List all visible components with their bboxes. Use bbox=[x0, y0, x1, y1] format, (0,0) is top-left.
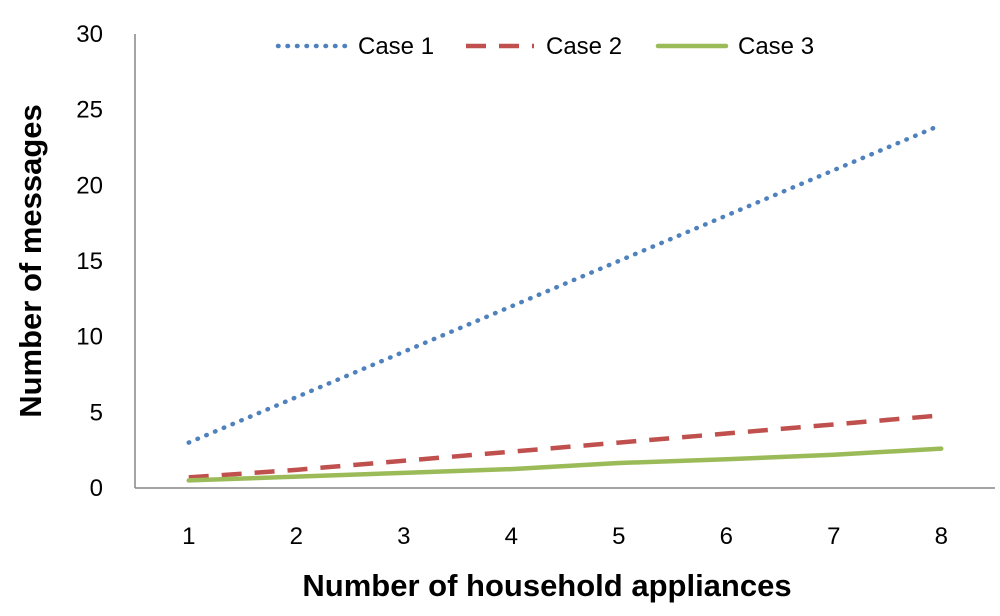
series-lines bbox=[186, 122, 944, 483]
y-tick-label: 10 bbox=[76, 324, 103, 351]
legend: Case 1 Case 2 Case 3 bbox=[275, 33, 814, 60]
y-tick-label: 15 bbox=[76, 248, 103, 275]
series-line-case-2 bbox=[188, 413, 942, 480]
y-tick-label: 25 bbox=[76, 97, 103, 124]
x-tick-label: 7 bbox=[827, 523, 840, 550]
legend-label-case-3: Case 3 bbox=[738, 33, 814, 60]
x-tick-label: 1 bbox=[182, 523, 195, 550]
x-tick-label: 6 bbox=[720, 523, 733, 550]
x-axis-title: Number of household appliances bbox=[302, 568, 791, 603]
x-tick-label: 3 bbox=[397, 523, 410, 550]
tick-labels: 0 5 10 15 20 25 30 1 2 3 4 5 6 7 8 bbox=[76, 21, 948, 550]
y-tick-label: 5 bbox=[90, 399, 103, 426]
x-tick-label: 5 bbox=[612, 523, 625, 550]
legend-label-case-1: Case 1 bbox=[358, 33, 434, 60]
x-tick-label: 8 bbox=[935, 523, 948, 550]
y-tick-label: 0 bbox=[90, 475, 103, 502]
x-tick-label: 4 bbox=[505, 523, 518, 550]
y-tick-label: 30 bbox=[76, 21, 103, 48]
series-line-case-3 bbox=[186, 446, 944, 483]
series-line-case-1 bbox=[186, 122, 944, 445]
axes bbox=[134, 34, 995, 489]
legend-label-case-2: Case 2 bbox=[546, 33, 622, 60]
x-tick-label: 2 bbox=[290, 523, 303, 550]
y-tick-label: 20 bbox=[76, 172, 103, 199]
y-axis-title: Number of messages bbox=[13, 104, 48, 418]
